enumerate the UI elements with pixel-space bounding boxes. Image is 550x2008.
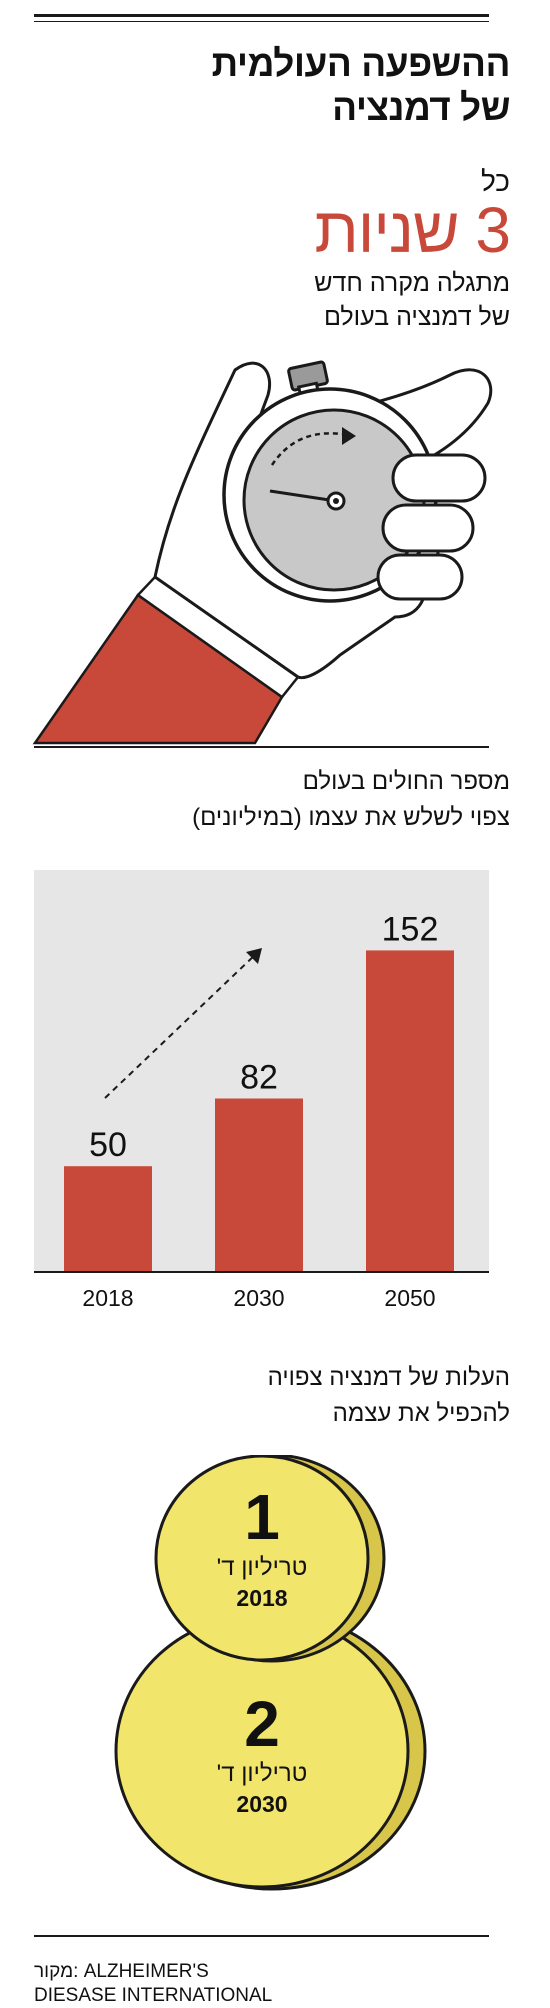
bar-value-label-2030: 82 bbox=[240, 1059, 278, 1097]
frequency-big-value: 3 שניות bbox=[314, 194, 511, 266]
patients-bar-chart: 50 2018 82 2030 152 2050 bbox=[34, 870, 489, 1311]
page-title: ההשפעה העולמית של דמנציה bbox=[211, 42, 511, 130]
frequency-desc-line-1: מתגלה מקרה חדש bbox=[314, 269, 510, 297]
bar-2050 bbox=[366, 950, 454, 1272]
coin-2030-value: 2 bbox=[244, 1688, 280, 1760]
cost-title-line-1: העלות של דמנציה צפויה bbox=[267, 1364, 510, 1391]
top-rule-thin bbox=[34, 21, 489, 22]
coin-2018-value: 1 bbox=[244, 1481, 280, 1553]
frequency-desc-line-2: של דמנציה בעולם bbox=[323, 303, 510, 331]
frequency-description: מתגלה מקרה חדש של דמנציה בעולם bbox=[314, 266, 510, 334]
finger-2 bbox=[381, 503, 475, 553]
stopwatch-arrow-head bbox=[342, 427, 356, 445]
x-tick-label-2050: 2050 bbox=[384, 1285, 435, 1311]
finger-3 bbox=[376, 553, 464, 601]
bar-2030 bbox=[215, 1098, 303, 1272]
coin-2030-unit: טריליון ד' bbox=[217, 1760, 308, 1787]
chart-title-line-1: מספר החולים בעולם bbox=[302, 768, 510, 795]
coin-2030-year: 2030 bbox=[236, 1791, 287, 1817]
coins-illustration: 1 טריליון ד' 2018 2 טריליון ד' 2030 bbox=[114, 1455, 427, 1891]
x-tick-label-2030: 2030 bbox=[233, 1285, 284, 1311]
chart-trend-arrow-head bbox=[246, 948, 262, 964]
source-line-1: מקור: ALZHEIMER'S bbox=[34, 1961, 209, 1982]
stopwatch-hand bbox=[269, 489, 337, 503]
bar-value-label-2050: 152 bbox=[382, 910, 439, 948]
chart-bars: 50 2018 82 2030 152 2050 bbox=[64, 910, 454, 1311]
coin-2018-face bbox=[154, 1455, 370, 1662]
x-tick-label-2018: 2018 bbox=[82, 1285, 133, 1311]
stopwatch-pivot-dot bbox=[333, 498, 339, 504]
source-line-2: DIESASE INTERNATIONAL bbox=[34, 1985, 273, 2006]
title-line-1: ההשפעה העולמית bbox=[211, 43, 511, 84]
top-rule bbox=[34, 14, 489, 17]
title-line-2: של דמנציה bbox=[332, 87, 510, 128]
chart-trend-arrow bbox=[104, 953, 257, 1099]
chart-title: מספר החולים בעולם צפוי לשלש את עצמו (במי… bbox=[192, 764, 510, 836]
cost-title-line-2: להכפיל את עצמה bbox=[332, 1400, 510, 1427]
finger-1 bbox=[391, 453, 487, 503]
stopwatch-dashed-arrow bbox=[270, 432, 349, 466]
cost-title: העלות של דמנציה צפויה להכפיל את עצמה bbox=[268, 1360, 510, 1432]
chart-title-line-2: צפוי לשלש את עצמו (במיליונים) bbox=[192, 804, 510, 831]
bar-2018 bbox=[64, 1166, 152, 1272]
coin-2018-unit: טריליון ד' bbox=[217, 1554, 308, 1581]
bar-value-label-2018: 50 bbox=[89, 1126, 127, 1164]
coin-2018-year: 2018 bbox=[236, 1585, 287, 1611]
frequency-prefix: כל bbox=[481, 166, 510, 197]
source-rule bbox=[34, 1935, 489, 1937]
hand-stopwatch-illustration bbox=[32, 360, 493, 748]
